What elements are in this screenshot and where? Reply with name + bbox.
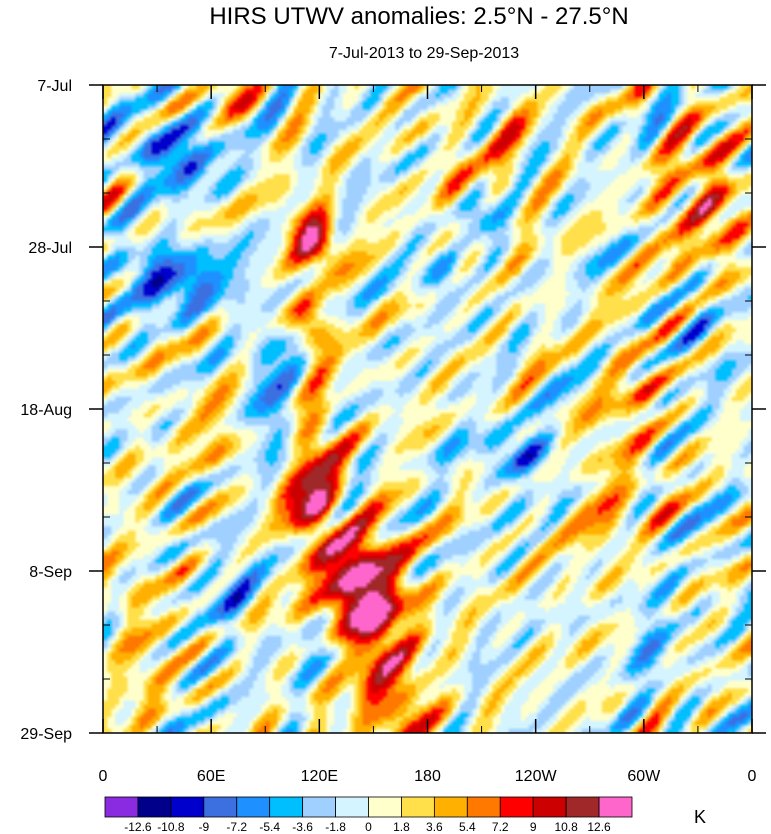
colorbar-swatch	[598, 796, 633, 818]
y-axis: 7-Jul 28-Jul 18-Aug 8-Sep 29-Sep	[20, 78, 766, 743]
colorbar-swatch	[170, 796, 205, 818]
colorbar-swatch	[401, 796, 435, 818]
colorbar-unit: K	[694, 807, 706, 827]
colorbar-swatch	[499, 796, 534, 818]
colorbar-swatch	[269, 796, 304, 818]
x-tick-label: 60W	[627, 768, 661, 785]
colorbar-label: -12.6	[124, 820, 152, 834]
y-tick-label: 29-Sep	[20, 726, 72, 743]
y-tick-label: 7-Jul	[37, 78, 72, 95]
x-axis: 0 60E 120E 180 120W 60W 0	[99, 85, 757, 785]
x-tick-label: 120W	[515, 768, 558, 785]
x-tick-label: 120E	[301, 768, 338, 785]
colorbar-label: 7.2	[492, 820, 509, 834]
colorbar-swatch	[104, 796, 139, 818]
plot-area	[102, 84, 753, 734]
colorbar-label: 9	[530, 820, 537, 834]
colorbar-label: -7.2	[226, 820, 247, 834]
colorbar-label: 1.8	[393, 820, 410, 834]
colorbar-label: -9	[198, 820, 209, 834]
colorbar-swatch	[203, 796, 238, 818]
colorbar-label: -10.8	[157, 820, 185, 834]
colorbar-swatch	[565, 796, 600, 818]
anomaly-field	[103, 85, 752, 733]
colorbar-label: 0	[365, 820, 372, 834]
colorbar-swatch	[335, 796, 369, 818]
y-tick-label: 18-Aug	[20, 402, 72, 419]
colorbar-swatch	[302, 796, 336, 818]
colorbar-swatch	[433, 796, 468, 818]
colorbar-swatch	[368, 796, 402, 818]
colorbar-swatch	[236, 796, 271, 818]
colorbar-label: -3.6	[292, 820, 313, 834]
x-tick-label: 0	[748, 768, 757, 785]
colorbar-label: 10.8	[554, 820, 578, 834]
colorbar: -12.6 -10.8 -9 -7.2 -5.4 -3.6 -1.8 0 1.8 3.6 5.4 7.…	[104, 796, 633, 834]
x-tick-label: 180	[414, 768, 441, 785]
x-tick-label: 0	[99, 768, 108, 785]
x-tick-label: 60E	[197, 768, 225, 785]
colorbar-label: 5.4	[459, 820, 476, 834]
colorbar-label: 12.6	[587, 820, 611, 834]
colorbar-swatch	[466, 796, 501, 818]
colorbar-swatch	[532, 796, 567, 818]
y-tick-label: 28-Jul	[28, 240, 72, 257]
colorbar-label: -1.8	[325, 820, 346, 834]
colorbar-label: -5.4	[259, 820, 280, 834]
colorbar-swatch	[137, 796, 172, 818]
chart-subtitle: 7-Jul-2013 to 29-Sep-2013	[329, 45, 519, 62]
chart-title: HIRS UTWV anomalies: 2.5°N - 27.5°N	[209, 3, 628, 30]
colorbar-label: 3.6	[426, 820, 443, 834]
y-tick-label: 8-Sep	[29, 564, 72, 581]
